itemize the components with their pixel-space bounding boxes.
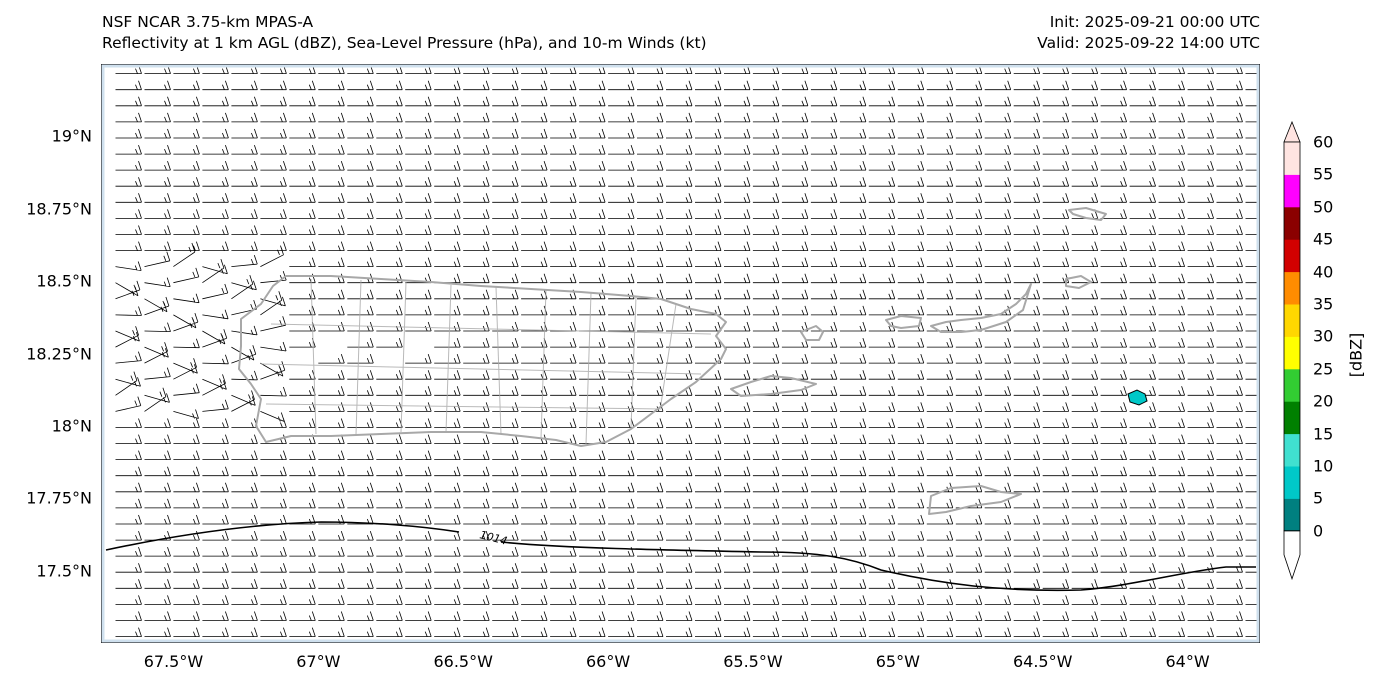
colorbar-segment	[1284, 271, 1300, 305]
colorbar-segment	[1284, 368, 1300, 402]
colorbar	[1283, 120, 1301, 581]
title-left: NSF NCAR 3.75-km MPAS-A Reflectivity at …	[102, 12, 707, 54]
st-john-tortola-coast	[930, 283, 1032, 333]
colorbar-tick-label: 20	[1313, 391, 1334, 411]
colorbar-segment	[1284, 142, 1300, 175]
fields-title: Reflectivity at 1 km AGL (dBZ), Sea-Leve…	[102, 34, 707, 52]
colorbar-tick-label: 50	[1313, 197, 1334, 217]
lon-tick-label: 64°W	[1165, 652, 1210, 671]
lon-tick-label: 66°W	[585, 652, 631, 671]
lon-tick-label: 64.5°W	[1012, 652, 1073, 671]
lat-tick-label: 18.75°N	[26, 199, 92, 219]
anegada-coast	[1065, 275, 1092, 289]
map-panel: 1014	[101, 64, 1260, 643]
lon-tick-label: 65.5°W	[723, 652, 783, 671]
reflectivity-echo	[1127, 389, 1148, 406]
lat-tick-label: 18.25°N	[26, 344, 92, 363]
colorbar-tick-label: 25	[1313, 359, 1334, 379]
colorbar-tick-label: 10	[1313, 456, 1334, 476]
lat-tick-label: 18°N	[51, 416, 92, 436]
colorbar-title: [dBZ]	[1346, 332, 1366, 378]
municipal-boundaries	[260, 278, 712, 445]
lon-tick-label: 66.5°W	[433, 652, 493, 671]
colorbar-segment	[1284, 433, 1300, 467]
puerto-rico-coast	[238, 275, 727, 447]
colorbar-segment	[1284, 401, 1300, 435]
colorbar-tick-label: 55	[1313, 164, 1334, 184]
colorbar-tick-label: 60	[1313, 132, 1334, 152]
coastlines	[238, 207, 1107, 515]
colorbar-tick-label: 5	[1313, 488, 1324, 508]
lat-tick-label: 17.5°N	[36, 561, 92, 581]
colorbar-segment	[1284, 206, 1300, 240]
colorbar-tick-label: 45	[1313, 229, 1334, 249]
lat-tick-label: 17.75°N	[26, 488, 92, 508]
colorbar-tick-label: 15	[1313, 424, 1334, 444]
lat-tick-label: 18.5°N	[36, 271, 92, 291]
valid-time: Valid: 2025-09-22 14:00 UTC	[1037, 34, 1260, 52]
colorbar-outline	[1283, 141, 1301, 532]
colorbar-segment	[1284, 466, 1300, 499]
colorbar-tick-label: 30	[1313, 326, 1334, 346]
colorbar-tick-label: 0	[1313, 521, 1324, 541]
colorbar-segment	[1284, 239, 1300, 273]
colorbar-segment	[1284, 498, 1300, 532]
model-title: NSF NCAR 3.75-km MPAS-A	[102, 13, 314, 31]
sombrero-coast	[1068, 207, 1107, 221]
colorbar-tick-label: 40	[1313, 262, 1334, 282]
colorbar-extend-min	[1283, 530, 1301, 581]
vieques-coast	[730, 375, 817, 397]
init-time: Init: 2025-09-21 00:00 UTC	[1049, 13, 1260, 31]
isobar-line	[105, 521, 1256, 592]
colorbar-tick-label: 35	[1313, 294, 1334, 314]
lat-tick-label: 19°N	[51, 126, 92, 146]
colorbar-segments	[1283, 120, 1301, 581]
map-edge-shading	[101, 64, 1260, 643]
isobar-1014: 1014	[105, 521, 1256, 592]
lon-tick-label: 67.5°W	[143, 652, 204, 671]
culebra-coast	[800, 325, 824, 341]
colorbar-extend-max	[1283, 120, 1301, 143]
lon-tick-label: 65°W	[875, 652, 920, 671]
st-thomas-coast	[885, 315, 922, 329]
echo-cell	[1127, 389, 1148, 406]
lon-tick-label: 67°W	[296, 652, 341, 671]
st-croix-coast	[928, 485, 1022, 515]
colorbar-segment	[1284, 174, 1300, 208]
title-right: Init: 2025-09-21 00:00 UTC Valid: 2025-0…	[1037, 12, 1260, 54]
colorbar-segment	[1284, 304, 1300, 337]
colorbar-segment	[1284, 336, 1300, 370]
